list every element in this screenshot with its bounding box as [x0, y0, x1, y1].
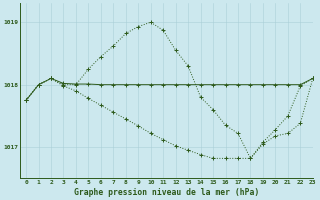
X-axis label: Graphe pression niveau de la mer (hPa): Graphe pression niveau de la mer (hPa) — [74, 188, 259, 197]
